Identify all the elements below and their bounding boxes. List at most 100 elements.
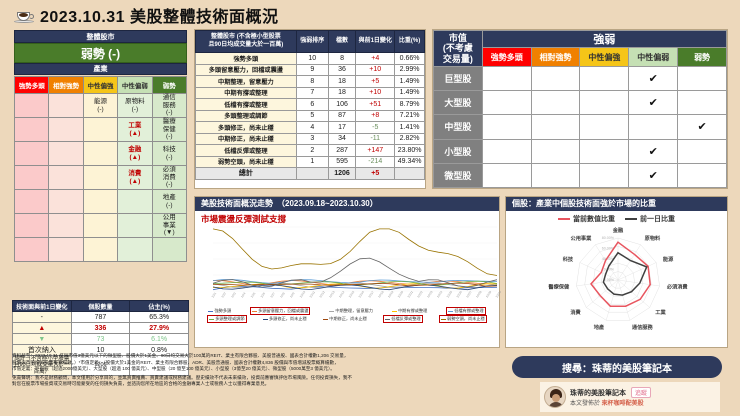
breakdown-row: 多頭整理或調節 5 87 +8 7.21% [195, 109, 425, 122]
breakdown-count: 18 [327, 86, 357, 99]
radar-tick-label: 20.00% [602, 268, 615, 272]
sector-cell: 通信 服務 (-) [151, 93, 188, 118]
svg-text:10/16: 10/16 [357, 290, 365, 299]
sector-cell [82, 237, 119, 262]
radar-axis-label: 金融 [612, 226, 624, 234]
trend-line-svg: 10/1 10/2 10/3 10/4 10/5 10/6 10/7 10/8 10/9 10/1… [211, 226, 501, 299]
strength-col-header: 中性偏弱 [628, 47, 679, 67]
breakdown-label: 多頭留意壓力，回檔或震盪 [195, 63, 297, 76]
marketcap-cell [579, 114, 630, 140]
sector-cell [48, 93, 84, 118]
total-rank [295, 167, 329, 180]
breakdown-pct: 8.79% [394, 98, 425, 111]
breakdown-pct: 1.41% [394, 121, 425, 134]
breakdown-col-header: 比重(%) [394, 30, 425, 53]
trend-legend-item: 低檔有撐或整理 [446, 307, 486, 315]
author-card: 珠蒂的美股筆記本 追蹤 本文發佈於 來杯咖啡配美股 [540, 382, 720, 412]
breakdown-rank: 7 [295, 86, 329, 99]
marketcap-cell [530, 138, 581, 164]
sector-cell: 醫療 保健 (-) [151, 117, 188, 142]
svg-text:10/12: 10/12 [318, 290, 326, 299]
sector-cell [48, 117, 84, 142]
breakdown-change: +10 [355, 63, 396, 76]
trend-series [212, 284, 498, 291]
follow-button[interactable]: 追蹤 [631, 387, 652, 398]
radar-axis-label: 醫療保健 [548, 283, 570, 291]
breakdown-pct: 49.34% [394, 155, 425, 168]
marketcap-cell [530, 65, 581, 92]
sector-cell: 科技 (-) [151, 141, 188, 166]
breakdown-total-row: 總計 1206 +5 [195, 167, 425, 180]
breakdown-pct: 23.80% [394, 144, 425, 157]
breakdown-pct: 2.82% [394, 132, 425, 145]
marketcap-cell [628, 114, 679, 140]
change-pct: 6.1% [129, 333, 189, 345]
sector-cell: 公用 事業 (▼) [151, 213, 188, 238]
radar-axis-label: 原物料 [645, 234, 661, 242]
legend-swatch [323, 318, 329, 320]
breakdown-col-header: 檔數 [327, 30, 357, 53]
sector-cell [13, 189, 50, 214]
sector-cell [117, 189, 153, 214]
strength-col-header: 強勢多頭 [481, 47, 532, 67]
sector-cell: 消費 (▲) [117, 165, 153, 190]
breakdown-col-header: 與前1日變化 [355, 30, 396, 53]
svg-text:10/27: 10/27 [465, 290, 473, 299]
sector-table-head: 強勢多頭 相對強勢 中性偏強 中性偏弱 弱勢 [13, 76, 188, 94]
radar-chart-panel: 個股：產業中個股技術面強於市場的比重 當前數值比重 前一日比重 0.00% 20.0… [505, 196, 728, 348]
publication-link[interactable]: 來杯咖啡配美股 [601, 401, 644, 407]
radar-legend: 當前數值比重 前一日比重 [506, 211, 727, 224]
marketcap-cell [530, 90, 581, 116]
sector-cell: 地產 (-) [151, 189, 188, 214]
marketcap-cell [579, 90, 630, 116]
marketcap-corner-label: 市值 (不考慮 交易量) [433, 30, 483, 67]
breakdown-count: 106 [327, 98, 357, 111]
strength-header: 強弱 [481, 30, 728, 48]
breakdown-label: 強勢多頭 [195, 52, 297, 65]
svg-text:10/10: 10/10 [299, 290, 307, 299]
sector-cell: 工業 (▲) [117, 117, 153, 142]
marketcap-row: 微型股 ✔ [433, 162, 727, 189]
search-cta-button[interactable]: 搜尋：珠蒂的美股筆記本 [512, 356, 722, 378]
sector-table-body: 能源 (-) 原物料 (-) 通信 服務 (-) 工業 (▲) 醫療 保健 (-) 金融 (▲) 科技 (-)… [13, 93, 188, 262]
legend-label: 低檔有撐或整理 [454, 308, 484, 313]
change-pct: 27.9% [129, 322, 189, 334]
breakdown-label: 弱勢空頭，尚未止穩 [195, 155, 297, 168]
breakdown-row: 弱勢空頭，尚未止穩 1 595 -214 49.34% [195, 155, 425, 168]
svg-text:10/4: 10/4 [240, 291, 247, 298]
svg-text:10/18: 10/18 [377, 290, 385, 299]
breakdown-change: +8 [355, 109, 396, 122]
svg-text:10/3: 10/3 [230, 291, 237, 298]
change-label: 總計（不含極小型股票 且90日均成交量大於一百萬） [12, 355, 72, 376]
sector-row: 消費 (▲) 必須 消費 (-) [13, 165, 188, 190]
breakdown-change: +147 [355, 144, 396, 157]
marketcap-cell [579, 138, 630, 164]
svg-text:10/11: 10/11 [308, 290, 316, 299]
svg-text:10/14: 10/14 [338, 290, 346, 299]
disclaimer-line-2: 對您在股票市場投資或交易時可能蒙受的任何損失負責，並諮詢您所在地區的合格的金融專… [12, 381, 270, 387]
legend-swatch [329, 310, 335, 312]
sector-label: 產業 [14, 63, 187, 75]
legend-swatch [625, 218, 637, 220]
sector-cell [13, 93, 50, 118]
breakdown-rank: 6 [295, 98, 329, 111]
legend-label: 多頭整理或調節 [215, 316, 245, 321]
svg-text:10/20: 10/20 [397, 290, 405, 299]
svg-text:10/24: 10/24 [436, 290, 444, 299]
footnotes: 資料截至：2023.10.31 排除市值3億美元以下的微型股、股價大於1美金、9… [12, 353, 500, 388]
breakdown-row: 低檔有撐或整理 6 106 +51 8.79% [195, 98, 425, 111]
breakdown-change: -214 [355, 155, 396, 168]
trend-legend-item: 中期有撐或整理 [391, 307, 427, 315]
svg-text:10/25: 10/25 [446, 290, 454, 299]
change-label: - [12, 311, 72, 323]
breakdown-pct: 1.49% [394, 75, 425, 88]
breakdown-change: -5 [355, 121, 396, 134]
footnote-line-3: 市值定義：巨型股（超過2000億美元）、大型股（超過 100 億美元）、中型股（… [12, 366, 335, 372]
change-row: -787 65.3% [12, 311, 189, 323]
legend-label: 中期修正，尚未止穩 [329, 316, 367, 321]
legend-swatch [262, 318, 268, 320]
trend-chart-title: 美股技術面概況走勢 （2023.09.18~2023.10.30） [195, 197, 499, 211]
legend-swatch [448, 310, 454, 312]
trend-legend-item: 多頭留意壓力，回檔或震盪 [250, 307, 311, 315]
sector-cell: 能源 (-) [82, 93, 119, 118]
